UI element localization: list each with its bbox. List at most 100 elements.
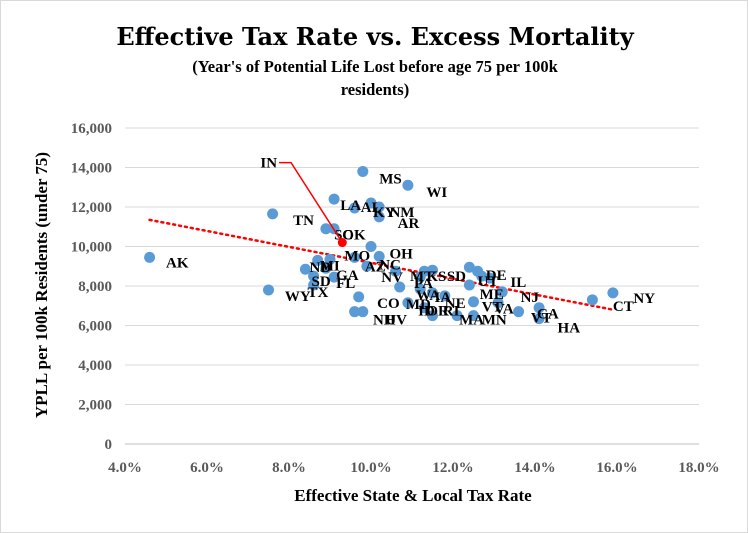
data-point-ar: [373, 211, 385, 223]
point-label: MO: [344, 248, 370, 264]
point-label: NY: [633, 291, 655, 307]
point-label: OH: [389, 246, 413, 262]
highlight-annotation: IN: [260, 156, 347, 248]
point-label: SD: [447, 269, 466, 285]
point-label: IA: [435, 290, 452, 306]
trendline: [148, 218, 615, 311]
y-axis-label: YPLL per 100k Residents (under 75): [32, 152, 51, 418]
data-point-wv: [390, 265, 402, 277]
highlight-label: IN: [260, 156, 277, 172]
point-label: WA: [416, 288, 440, 304]
point-label: HA: [558, 320, 581, 336]
data-point-ga: [320, 262, 332, 274]
highlight-point: [337, 238, 347, 248]
data-point-md: [402, 297, 414, 309]
data-point-ri: [427, 310, 438, 322]
data-point-ct: [586, 294, 598, 306]
point-label: OR: [426, 304, 449, 320]
trendline-path: [148, 218, 615, 311]
point-label: FL: [336, 276, 355, 292]
data-point-ma: [451, 310, 463, 322]
data-point-vt: [468, 296, 479, 308]
point-label: VA: [494, 302, 514, 318]
point-label: PA: [414, 276, 433, 292]
point-label: UT: [478, 274, 499, 290]
data-point-me: [463, 279, 475, 291]
point-label: WY: [285, 289, 311, 305]
data-point-ut2: [476, 270, 488, 282]
point-label: LA: [340, 198, 361, 214]
point-label: NC: [379, 257, 401, 273]
x-tick-label: 8.0%: [272, 460, 306, 476]
point-label: RI: [443, 304, 460, 320]
data-point-ca: [533, 302, 545, 314]
data-point-fl: [328, 271, 340, 283]
data-point-ha: [533, 313, 545, 325]
x-tick-label: 12.0%: [432, 460, 473, 476]
chart-subtitle-line2: residents): [341, 80, 409, 99]
data-point-mo: [349, 251, 361, 263]
data-point-ks: [427, 264, 438, 276]
data-point-la: [328, 193, 340, 205]
point-label: KY: [373, 205, 396, 221]
data-point-va: [492, 297, 504, 309]
data-point-il: [484, 272, 496, 284]
data-point-pa: [414, 271, 426, 283]
point-label: AZ: [365, 259, 386, 275]
data-point-wi: [402, 179, 414, 191]
point-label: WI: [426, 185, 447, 201]
data-point-tx: [308, 279, 320, 291]
data-point-al: [349, 202, 361, 214]
data-point-ne: [439, 290, 451, 302]
point-label: AK: [166, 255, 189, 271]
gridlines: [125, 127, 699, 445]
y-tick-label: 6,000: [78, 319, 112, 335]
data-point-oh: [365, 241, 377, 252]
data-point-ut: [357, 306, 369, 318]
x-tick-label: 16.0%: [596, 460, 637, 476]
x-tick-label: 18.0%: [678, 460, 719, 476]
y-tick-label: 14,000: [71, 161, 112, 177]
data-points: [144, 165, 619, 325]
data-point-nh: [312, 254, 324, 266]
point-label: VT: [531, 311, 552, 327]
x-tick-label: 6.0%: [190, 460, 224, 476]
y-tick-label: 8,000: [78, 279, 112, 295]
point-label: ID: [418, 304, 435, 320]
data-point-sd2: [463, 261, 475, 273]
data-point-nm: [373, 201, 385, 213]
point-label: SD: [312, 274, 331, 290]
data-point-sc: [320, 223, 332, 235]
data-point-co: [353, 291, 365, 303]
point-label: TN: [293, 213, 314, 229]
x-tick-label: 14.0%: [514, 460, 555, 476]
point-label: MN: [482, 313, 507, 329]
highlight-leader-line: [279, 161, 343, 243]
y-tick-label: 16,000: [71, 121, 112, 137]
data-point-nv: [349, 306, 361, 318]
data-point-ms: [357, 165, 369, 177]
point-label: CO: [377, 296, 400, 312]
data-point-id: [394, 281, 406, 293]
data-point-ia: [427, 287, 438, 299]
point-label: AL: [361, 200, 382, 216]
point-label: NV: [381, 270, 403, 286]
point-label: VT: [482, 300, 503, 316]
data-point-wy: [263, 284, 274, 296]
point-label: MT: [410, 269, 434, 285]
point-label: NJ: [521, 290, 540, 306]
data-point-ky: [365, 197, 377, 209]
y-tick-label: 12,000: [71, 200, 112, 216]
data-point-nj: [496, 286, 508, 298]
data-point-nd: [299, 263, 311, 275]
point-label: MS: [379, 171, 402, 187]
x-axis-label: Effective State & Local Tax Rate: [294, 486, 532, 505]
data-point-ak: [144, 251, 156, 263]
point-label: OK: [342, 228, 366, 244]
y-tick-label: 10,000: [71, 240, 112, 256]
point-label: MD: [406, 297, 431, 313]
point-label: AR: [398, 216, 420, 232]
y-tick-label: 4,000: [78, 358, 112, 374]
